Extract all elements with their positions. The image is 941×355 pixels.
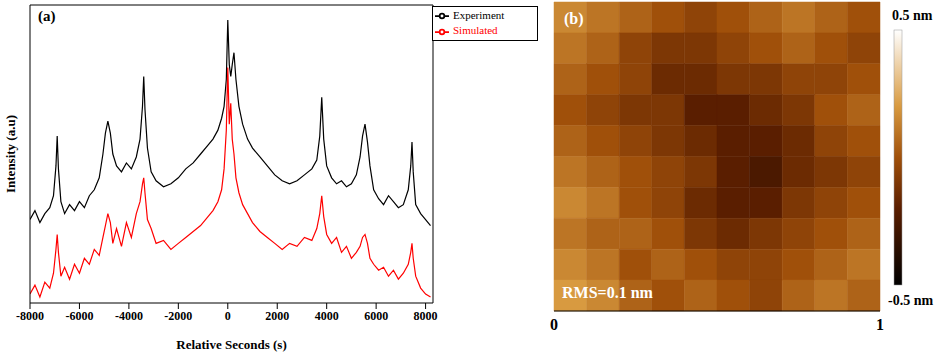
html-text:Experiment: Experiment xyxy=(453,9,505,21)
svg-text:-6000: -6000 xyxy=(65,309,93,323)
svg-text:0: 0 xyxy=(225,309,231,323)
html-text:RMS=0.1 nm: RMS=0.1 nm xyxy=(562,284,653,301)
html-text:(a): (a) xyxy=(38,8,56,24)
svg-text:1: 1 xyxy=(876,316,884,333)
svg-text:-2000: -2000 xyxy=(164,309,192,323)
svg-text:-4000: -4000 xyxy=(115,309,143,323)
svg-text:Intensity (a.u): Intensity (a.u) xyxy=(3,115,18,193)
svg-text:-0.5 nm: -0.5 nm xyxy=(888,293,933,308)
svg-text:-8000: -8000 xyxy=(16,309,44,323)
svg-text:0: 0 xyxy=(550,316,558,333)
svg-text:6000: 6000 xyxy=(364,309,388,323)
html-text:Simulated: Simulated xyxy=(453,24,498,37)
svg-text:Relative Seconds (s): Relative Seconds (s) xyxy=(176,337,287,352)
svg-text:4000: 4000 xyxy=(315,309,339,323)
svg-text:2000: 2000 xyxy=(265,309,289,323)
html-text:(b): (b) xyxy=(564,10,584,27)
svg-text:0.5 nm: 0.5 nm xyxy=(892,8,933,23)
svg-text:8000: 8000 xyxy=(414,309,438,323)
